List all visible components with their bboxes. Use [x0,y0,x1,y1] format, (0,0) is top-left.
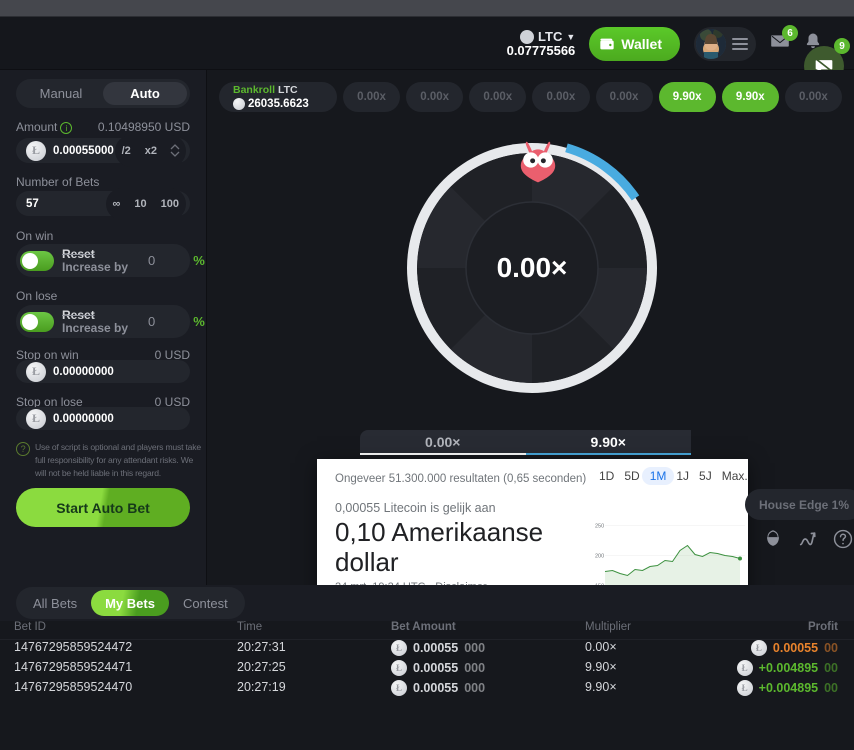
svg-text:250: 250 [595,524,604,530]
svg-text:200: 200 [595,554,604,560]
